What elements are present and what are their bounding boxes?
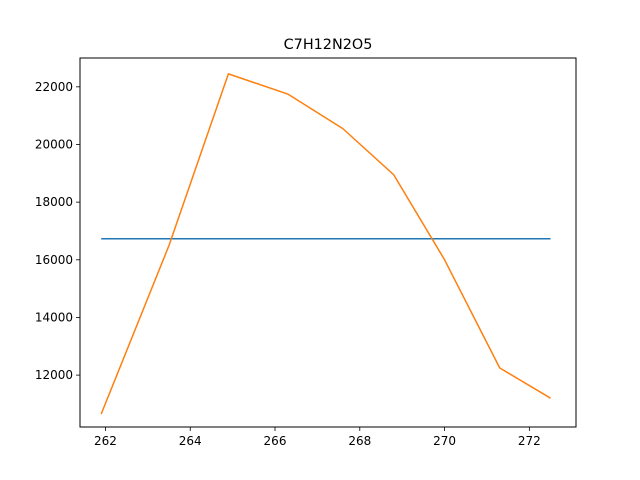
series-line-2 (100, 73, 551, 415)
x-tick-label: 264 (179, 434, 202, 448)
x-tick-label: 270 (433, 434, 456, 448)
x-tick-label: 268 (348, 434, 371, 448)
y-tick-label: 22000 (35, 80, 73, 94)
y-tick-label: 16000 (35, 253, 73, 267)
x-tick-label: 266 (264, 434, 287, 448)
plot-frame (79, 57, 577, 428)
y-tick-label: 14000 (35, 310, 73, 324)
chart-title: C7H12N2O5 (284, 37, 373, 53)
y-tick-label: 20000 (35, 137, 73, 151)
y-tick-label: 12000 (35, 368, 73, 382)
plot-area (100, 73, 551, 415)
x-tick-label: 272 (518, 434, 541, 448)
y-tick-label: 18000 (35, 195, 73, 209)
x-tick-label: 262 (94, 434, 117, 448)
